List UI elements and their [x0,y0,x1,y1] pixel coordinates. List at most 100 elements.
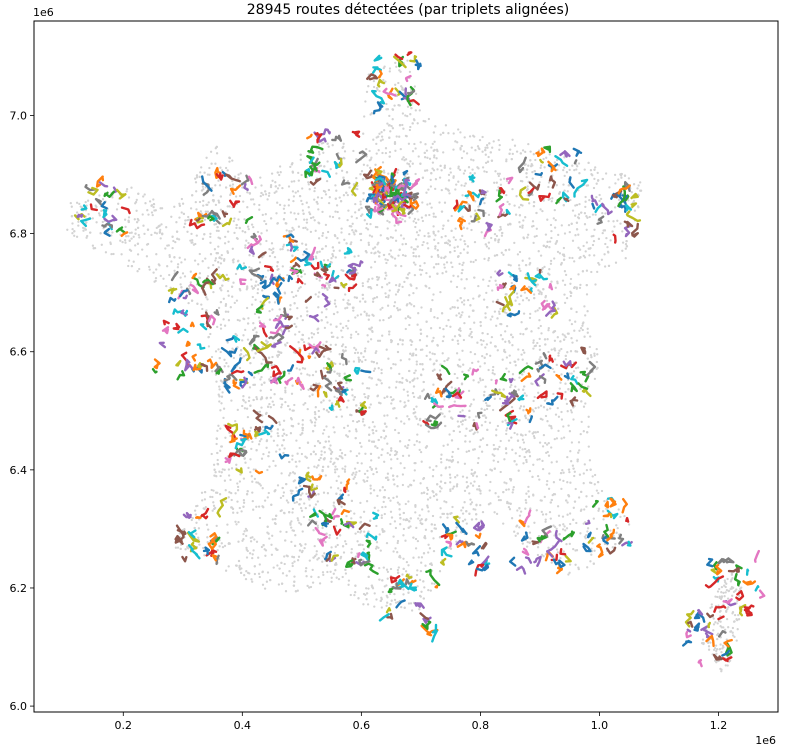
data-point [301,423,304,426]
data-point [206,274,210,278]
data-point [304,543,307,546]
data-point [484,420,487,424]
data-point [478,445,481,448]
data-point [136,270,139,273]
data-point [311,430,315,433]
data-point [274,464,277,467]
data-point [276,428,280,431]
data-point [217,199,220,202]
data-point [342,176,345,179]
data-point [285,499,289,502]
data-point [307,183,310,186]
data-point [450,214,453,218]
data-point [314,406,317,409]
data-point [553,208,556,212]
data-point [468,404,472,408]
data-point [367,278,370,281]
data-point [356,314,359,317]
data-point [529,159,532,162]
data-point [546,479,549,483]
data-point [248,266,251,269]
data-point [218,385,221,388]
data-point [480,343,483,346]
data-point [155,226,158,230]
data-point [334,305,338,308]
data-point [306,373,309,376]
data-point [485,343,489,346]
data-point [606,245,609,249]
data-point [511,187,514,191]
data-point [538,348,542,351]
data-point [97,212,101,215]
data-point [294,460,297,464]
data-point [553,161,557,164]
data-point [220,402,223,405]
data-point [263,587,267,590]
data-point [369,452,373,456]
data-point [483,170,486,173]
data-point [132,260,135,263]
data-point [599,197,603,201]
data-point [410,106,413,110]
data-point [581,322,585,325]
data-point [541,267,544,271]
data-point [595,489,599,492]
data-point [560,418,564,421]
data-point [92,247,95,250]
data-point [358,469,361,473]
data-point [300,173,303,177]
data-point [69,201,72,205]
data-point [425,191,428,194]
data-point [221,545,225,549]
data-point [564,354,567,358]
data-point [339,557,342,560]
data-point [357,419,361,423]
data-point [214,222,218,226]
data-point [302,226,305,230]
data-point [573,329,576,332]
data-point [581,270,585,273]
data-point [486,404,490,408]
data-point [495,324,498,327]
data-point [433,582,436,585]
data-point [326,230,330,234]
data-point [335,479,338,483]
data-point [617,198,621,202]
data-point [343,238,346,241]
data-point [508,248,511,251]
data-point [413,461,416,465]
data-point [326,288,329,291]
data-point [354,591,357,594]
data-point [396,350,400,354]
data-point [381,590,385,594]
data-point [547,441,550,445]
data-point [296,248,299,252]
data-point [371,300,375,303]
data-point [398,503,401,506]
data-point [375,350,378,353]
data-point [408,302,411,305]
data-point [422,491,426,494]
data-point [354,316,357,319]
data-point [234,564,238,567]
data-point [87,213,90,216]
data-point [482,394,486,397]
data-point [461,512,465,515]
data-point [561,469,564,472]
data-point [425,149,429,152]
data-point [499,183,503,186]
data-point [268,402,271,406]
data-point [365,147,368,151]
data-point [359,200,362,203]
data-point [408,369,411,373]
data-point [207,335,210,339]
data-point [617,178,620,181]
data-point [210,355,214,359]
data-point [372,369,376,373]
data-point [545,245,548,249]
data-point [468,409,471,413]
data-point [362,132,365,135]
data-point [395,495,399,498]
data-point [235,523,238,526]
data-point [418,594,422,598]
